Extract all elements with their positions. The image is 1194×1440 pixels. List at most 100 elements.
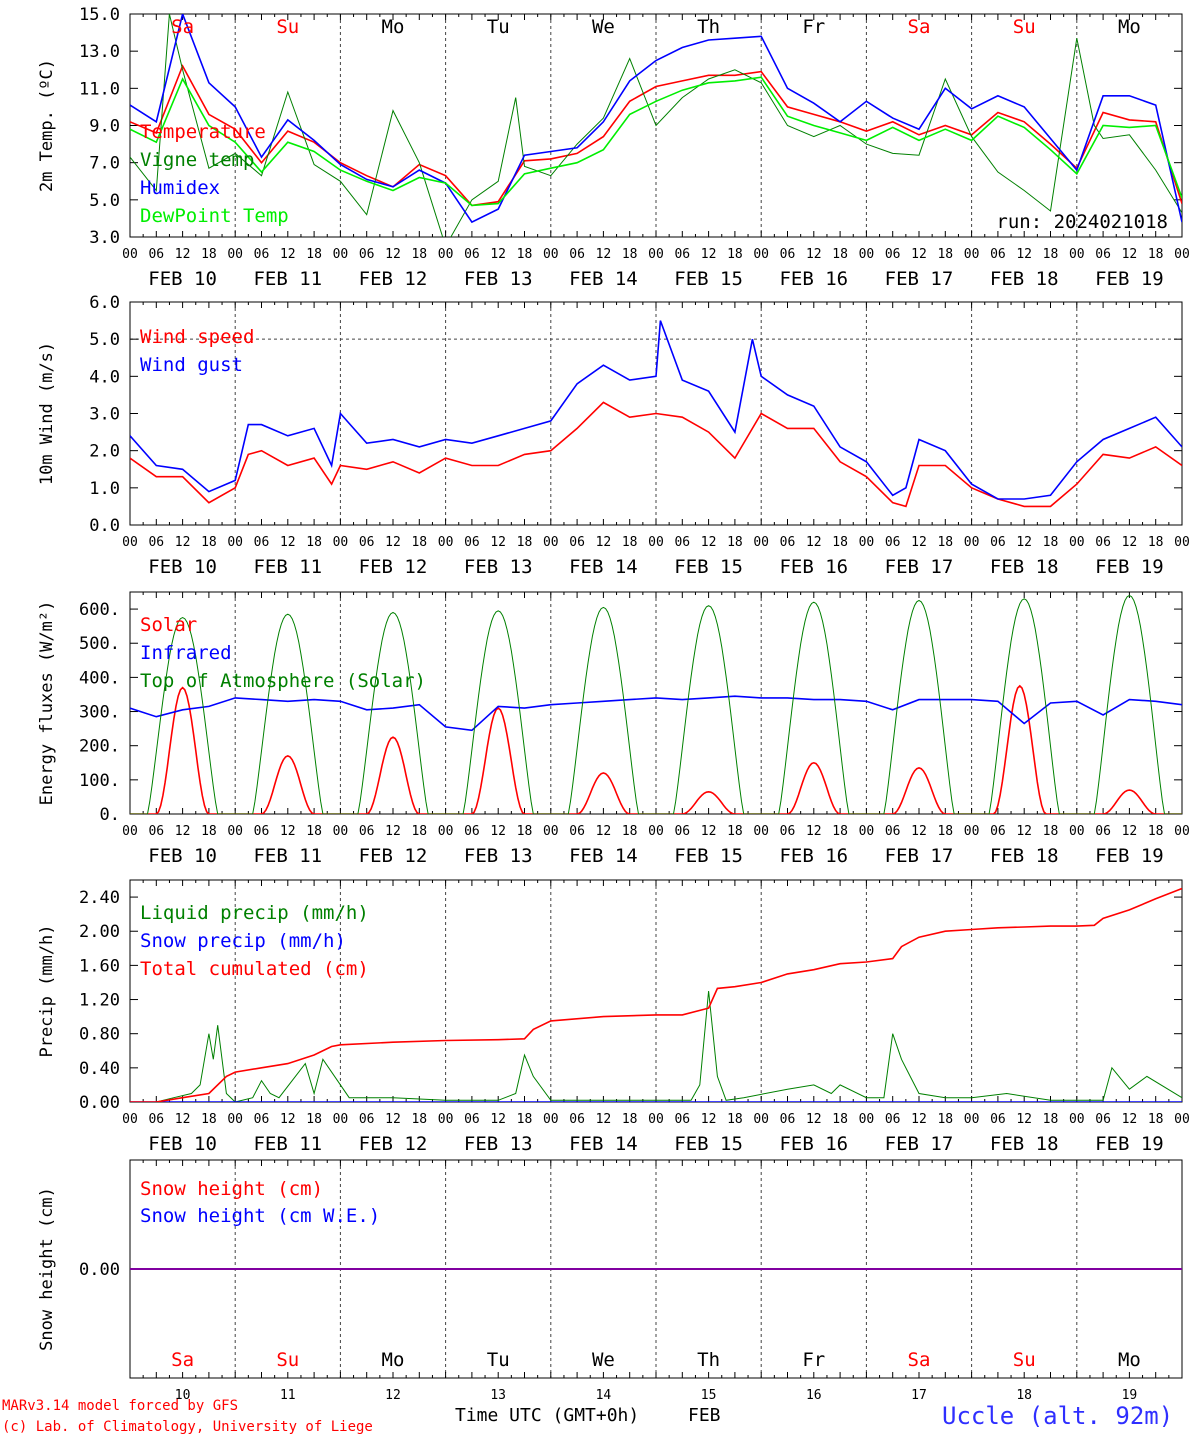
y-tick-label: 13.0 [79,42,120,62]
date-label: FEB 17 [885,1133,954,1155]
hour-tick-label: 18 [1148,535,1164,550]
hour-tick-label: 12 [596,247,612,262]
day-number-label: 19 [1122,1388,1138,1403]
hour-tick-label: 06 [148,247,164,262]
hour-tick-label: 00 [438,1112,454,1127]
weekday-label: Mo [382,1349,405,1371]
hour-tick-label: 06 [148,1112,164,1127]
footer-credit: (c) Lab. of Climatology, University of L… [2,1419,373,1435]
hour-tick-label: 06 [359,824,375,839]
hour-tick-label: 18 [622,535,638,550]
legend-entry: Snow height (cm W.E.) [140,1205,380,1227]
y-tick-label: 4.0 [89,367,120,387]
hour-tick-label: 00 [1174,824,1190,839]
hour-tick-label: 12 [911,1112,927,1127]
y-tick-label: 2.0 [89,442,120,462]
hour-tick-label: 00 [227,535,243,550]
date-label: FEB 13 [464,845,533,867]
y-tick-label: 9.0 [89,117,120,137]
weekday-label: Sa [171,1349,194,1371]
series-line-total-cumulated-cm- [130,887,1182,1102]
weekday-label: Fr [802,1349,825,1371]
hour-tick-label: 18 [1148,1112,1164,1127]
y-tick-label: 7.0 [89,154,120,174]
hour-tick-label: 18 [727,1112,743,1127]
hour-tick-label: 18 [1148,247,1164,262]
hour-tick-label: 18 [1148,824,1164,839]
date-label: FEB 14 [569,845,638,867]
date-label: FEB 14 [569,268,638,290]
series-group [130,14,1182,237]
hour-tick-label: 00 [122,824,138,839]
hour-tick-label: 06 [780,535,796,550]
y-tick-label: 500. [79,634,120,654]
hour-tick-label: 18 [411,247,427,262]
legend-entry: Vigne temp [140,149,254,171]
date-label: FEB 18 [990,268,1059,290]
hour-tick-label: 18 [1043,824,1059,839]
hour-tick-label: 06 [359,1112,375,1127]
hour-tick-label: 00 [964,1112,980,1127]
y-tick-label: 400. [79,668,120,688]
day-number-label: 17 [911,1388,927,1403]
date-label: FEB 10 [148,268,217,290]
series-line-solar [130,684,1182,814]
hour-tick-label: 00 [333,247,349,262]
date-label: FEB 16 [779,845,848,867]
hour-tick-label: 00 [1174,535,1190,550]
hour-tick-label: 18 [517,247,533,262]
day-number-label: 18 [1016,1388,1032,1403]
date-label: FEB 18 [990,1133,1059,1155]
hour-tick-label: 06 [254,535,270,550]
date-label: FEB 15 [674,556,743,578]
hour-tick-label: 18 [937,1112,953,1127]
date-label: FEB 18 [990,845,1059,867]
y-tick-label: 3.0 [89,405,120,425]
weekday-label: Su [1013,1349,1036,1371]
date-label: FEB 12 [359,845,428,867]
hour-tick-label: 00 [1069,247,1085,262]
run-annotation: run: 2024021018 [996,211,1168,233]
hour-tick-label: 18 [306,1112,322,1127]
date-label: FEB 11 [253,845,322,867]
hour-tick-label: 00 [859,535,875,550]
legend-entry: DewPoint Temp [140,205,289,227]
hour-tick-label: 12 [911,535,927,550]
hour-tick-label: 12 [175,535,191,550]
series-group [130,594,1182,814]
hour-tick-label: 06 [464,247,480,262]
date-label: FEB 15 [674,1133,743,1155]
hour-tick-label: 06 [674,535,690,550]
weekday-label: We [592,16,615,38]
date-label: FEB 15 [674,268,743,290]
hour-tick-label: 18 [1043,247,1059,262]
hour-tick-label: 06 [148,824,164,839]
hour-tick-label: 18 [937,247,953,262]
hour-tick-label: 00 [333,1112,349,1127]
hour-tick-label: 00 [753,535,769,550]
series-line-wind-gust [130,320,1182,500]
hour-tick-label: 18 [727,247,743,262]
hour-tick-label: 00 [122,535,138,550]
hour-tick-label: 00 [648,535,664,550]
weekday-label: Mo [382,16,405,38]
hour-tick-label: 18 [937,535,953,550]
y-tick-label: 300. [79,703,120,723]
y-tick-label: 100. [79,771,120,791]
hour-tick-label: 00 [1069,824,1085,839]
hour-tick-label: 06 [464,824,480,839]
y-axis-label: Snow height (cm) [37,1187,57,1351]
hour-tick-label: 00 [543,824,559,839]
hour-tick-label: 18 [832,535,848,550]
hour-tick-label: 06 [1095,247,1111,262]
hour-tick-label: 06 [885,535,901,550]
hour-tick-label: 18 [306,535,322,550]
hour-tick-label: 18 [306,247,322,262]
hour-tick-label: 12 [701,824,717,839]
hour-tick-label: 00 [859,1112,875,1127]
hour-tick-label: 12 [1122,535,1138,550]
hour-tick-label: 18 [517,824,533,839]
hour-tick-label: 00 [859,247,875,262]
y-tick-label: 3.0 [89,228,120,248]
hour-tick-label: 12 [1016,824,1032,839]
